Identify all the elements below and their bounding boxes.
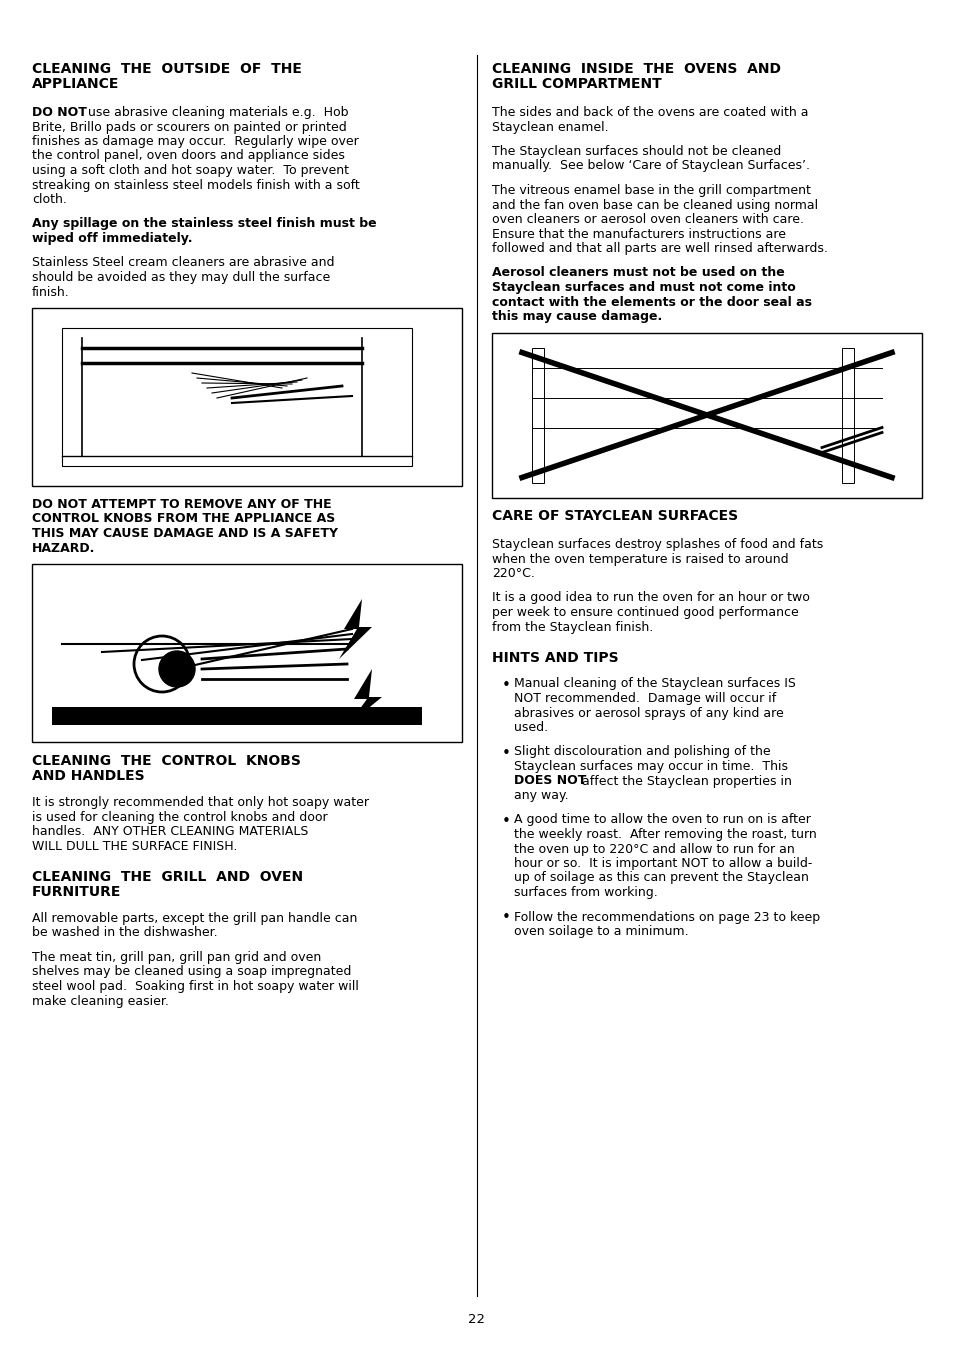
Text: Brite, Brillo pads or scourers on painted or printed: Brite, Brillo pads or scourers on painte…: [32, 120, 346, 134]
Text: •: •: [501, 677, 511, 693]
Bar: [52, 707, 421, 725]
Bar: [532, 347, 543, 482]
Text: Stayclean surfaces destroy splashes of food and fats: Stayclean surfaces destroy splashes of f…: [492, 538, 822, 551]
Text: be washed in the dishwasher.: be washed in the dishwasher.: [32, 927, 217, 939]
Text: using a soft cloth and hot soapy water.  To prevent: using a soft cloth and hot soapy water. …: [32, 163, 349, 177]
Text: oven soilage to a minimum.: oven soilage to a minimum.: [514, 925, 688, 938]
Text: up of soilage as this can prevent the Stayclean: up of soilage as this can prevent the St…: [514, 871, 808, 885]
Bar: [841, 347, 853, 482]
Text: hour or so.  It is important NOT to allow a build-: hour or so. It is important NOT to allow…: [514, 857, 812, 870]
Text: Stainless Steel cream cleaners are abrasive and: Stainless Steel cream cleaners are abras…: [32, 257, 335, 269]
Text: A good time to allow the oven to run on is after: A good time to allow the oven to run on …: [514, 813, 810, 827]
Text: CONTROL KNOBS FROM THE APPLIANCE AS: CONTROL KNOBS FROM THE APPLIANCE AS: [32, 512, 335, 526]
Text: the weekly roast.  After removing the roast, turn: the weekly roast. After removing the roa…: [514, 828, 816, 842]
Text: Stayclean surfaces and must not come into: Stayclean surfaces and must not come int…: [492, 281, 795, 295]
Text: •: •: [501, 911, 511, 925]
Bar: [492, 332, 921, 497]
Text: The Stayclean surfaces should not be cleaned: The Stayclean surfaces should not be cle…: [492, 145, 781, 158]
Text: finishes as damage may occur.  Regularly wipe over: finishes as damage may occur. Regularly …: [32, 135, 358, 149]
Text: when the oven temperature is raised to around: when the oven temperature is raised to a…: [492, 553, 788, 566]
Text: THIS MAY CAUSE DAMAGE AND IS A SAFETY: THIS MAY CAUSE DAMAGE AND IS A SAFETY: [32, 527, 337, 540]
Text: WILL DULL THE SURFACE FINISH.: WILL DULL THE SURFACE FINISH.: [32, 839, 237, 852]
Text: DOES NOT: DOES NOT: [514, 774, 586, 788]
Text: 220°C.: 220°C.: [492, 567, 535, 580]
Polygon shape: [349, 669, 381, 724]
Text: Any spillage on the stainless steel finish must be: Any spillage on the stainless steel fini…: [32, 218, 376, 231]
Text: wiped off immediately.: wiped off immediately.: [32, 232, 193, 245]
Text: finish.: finish.: [32, 285, 70, 299]
Polygon shape: [338, 598, 372, 659]
Text: Stayclean enamel.: Stayclean enamel.: [492, 120, 608, 134]
Text: Follow the recommendations on page 23 to keep: Follow the recommendations on page 23 to…: [514, 911, 820, 924]
Text: All removable parts, except the grill pan handle can: All removable parts, except the grill pa…: [32, 912, 357, 925]
Text: HINTS AND TIPS: HINTS AND TIPS: [492, 651, 618, 665]
Text: DO NOT ATTEMPT TO REMOVE ANY OF THE: DO NOT ATTEMPT TO REMOVE ANY OF THE: [32, 499, 332, 511]
Bar: [62, 328, 412, 466]
Text: the control panel, oven doors and appliance sides: the control panel, oven doors and applia…: [32, 150, 345, 162]
Text: The vitreous enamel base in the grill compartment: The vitreous enamel base in the grill co…: [492, 184, 810, 197]
Text: •: •: [501, 813, 511, 828]
Text: HAZARD.: HAZARD.: [32, 542, 95, 554]
Text: CLEANING  INSIDE  THE  OVENS  AND: CLEANING INSIDE THE OVENS AND: [492, 62, 781, 76]
Text: The meat tin, grill pan, grill pan grid and oven: The meat tin, grill pan, grill pan grid …: [32, 951, 321, 965]
Text: Manual cleaning of the Stayclean surfaces IS: Manual cleaning of the Stayclean surface…: [514, 677, 795, 690]
Text: The sides and back of the ovens are coated with a: The sides and back of the ovens are coat…: [492, 105, 807, 119]
Text: any way.: any way.: [514, 789, 568, 802]
Text: is used for cleaning the control knobs and door: is used for cleaning the control knobs a…: [32, 811, 327, 824]
Bar: [32, 308, 461, 486]
Text: streaking on stainless steel models finish with a soft: streaking on stainless steel models fini…: [32, 178, 359, 192]
Text: CLEANING  THE  OUTSIDE  OF  THE: CLEANING THE OUTSIDE OF THE: [32, 62, 301, 76]
Text: from the Stayclean finish.: from the Stayclean finish.: [492, 620, 653, 634]
Text: CARE OF STAYCLEAN SURFACES: CARE OF STAYCLEAN SURFACES: [492, 509, 738, 523]
Text: It is a good idea to run the oven for an hour or two: It is a good idea to run the oven for an…: [492, 592, 809, 604]
Text: this may cause damage.: this may cause damage.: [492, 309, 661, 323]
Text: Stayclean surfaces may occur in time.  This: Stayclean surfaces may occur in time. Th…: [514, 761, 787, 773]
Text: CLEANING  THE  CONTROL  KNOBS: CLEANING THE CONTROL KNOBS: [32, 754, 300, 767]
Text: NOT recommended.  Damage will occur if: NOT recommended. Damage will occur if: [514, 692, 776, 705]
Text: •: •: [501, 746, 511, 761]
Text: It is strongly recommended that only hot soapy water: It is strongly recommended that only hot…: [32, 796, 369, 809]
Text: Ensure that the manufacturers instructions are: Ensure that the manufacturers instructio…: [492, 227, 785, 240]
Text: the oven up to 220°C and allow to run for an: the oven up to 220°C and allow to run fo…: [514, 843, 794, 855]
Text: Aerosol cleaners must not be used on the: Aerosol cleaners must not be used on the: [492, 266, 784, 280]
Text: CLEANING  THE  GRILL  AND  OVEN: CLEANING THE GRILL AND OVEN: [32, 870, 303, 884]
Text: followed and that all parts are well rinsed afterwards.: followed and that all parts are well rin…: [492, 242, 827, 255]
Text: FURNITURE: FURNITURE: [32, 885, 121, 900]
Text: handles.  ANY OTHER CLEANING MATERIALS: handles. ANY OTHER CLEANING MATERIALS: [32, 825, 308, 838]
Text: make cleaning easier.: make cleaning easier.: [32, 994, 169, 1008]
Text: and the fan oven base can be cleaned using normal: and the fan oven base can be cleaned usi…: [492, 199, 818, 212]
Text: GRILL COMPARTMENT: GRILL COMPARTMENT: [492, 77, 661, 92]
Text: should be avoided as they may dull the surface: should be avoided as they may dull the s…: [32, 272, 330, 284]
Text: Slight discolouration and polishing of the: Slight discolouration and polishing of t…: [514, 746, 770, 758]
Text: AND HANDLES: AND HANDLES: [32, 770, 145, 784]
Text: contact with the elements or the door seal as: contact with the elements or the door se…: [492, 296, 811, 308]
Text: per week to ensure continued good performance: per week to ensure continued good perfor…: [492, 607, 798, 619]
Text: cloth.: cloth.: [32, 193, 67, 205]
Bar: [32, 563, 461, 742]
Text: manually.  See below ‘Care of Stayclean Surfaces’.: manually. See below ‘Care of Stayclean S…: [492, 159, 809, 173]
Text: surfaces from working.: surfaces from working.: [514, 886, 657, 898]
Text: 22: 22: [468, 1313, 485, 1325]
Text: affect the Stayclean properties in: affect the Stayclean properties in: [578, 774, 791, 788]
Text: APPLIANCE: APPLIANCE: [32, 77, 119, 92]
Text: used.: used.: [514, 721, 548, 734]
Text: DO NOT: DO NOT: [32, 105, 87, 119]
Text: abrasives or aerosol sprays of any kind are: abrasives or aerosol sprays of any kind …: [514, 707, 783, 720]
Circle shape: [159, 651, 194, 688]
Text: shelves may be cleaned using a soap impregnated: shelves may be cleaned using a soap impr…: [32, 966, 351, 978]
Text: steel wool pad.  Soaking first in hot soapy water will: steel wool pad. Soaking first in hot soa…: [32, 979, 358, 993]
Text: use abrasive cleaning materials e.g.  Hob: use abrasive cleaning materials e.g. Hob: [84, 105, 348, 119]
Text: oven cleaners or aerosol oven cleaners with care.: oven cleaners or aerosol oven cleaners w…: [492, 213, 803, 226]
